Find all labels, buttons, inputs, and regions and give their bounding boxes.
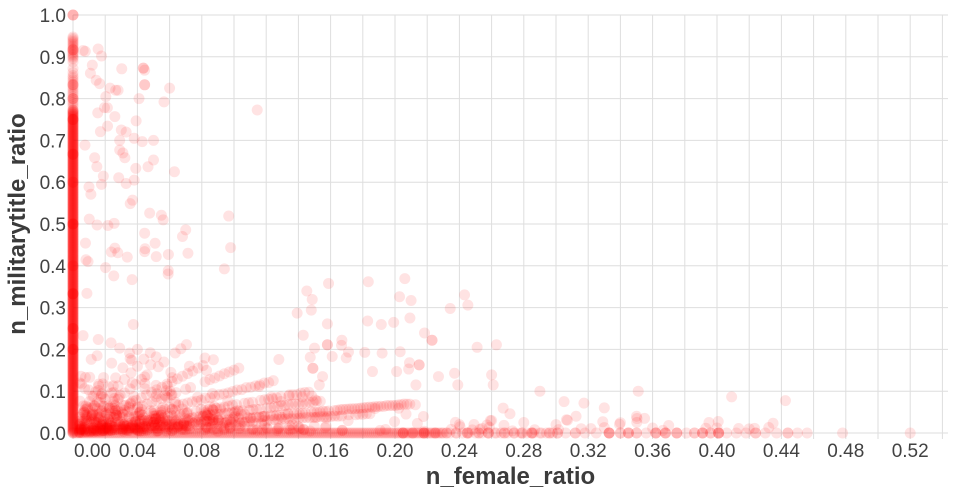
y-tick-label: 0.6 bbox=[40, 173, 66, 194]
x-tick-label: 0.00 bbox=[74, 441, 111, 462]
x-tick-label: 0.32 bbox=[570, 441, 607, 462]
x-tick-label: 0.12 bbox=[248, 441, 285, 462]
x-tick-label: 0.48 bbox=[827, 441, 864, 462]
y-tick-label: 0.9 bbox=[40, 48, 66, 69]
x-tick-label: 0.44 bbox=[763, 441, 800, 462]
x-axis-ticks bbox=[72, 433, 943, 439]
x-tick-label: 0.04 bbox=[119, 441, 156, 462]
x-tick-label: 0.24 bbox=[441, 441, 478, 462]
y-tick-label: 1.0 bbox=[40, 6, 66, 27]
y-tick-labels: 0.0 0.1 0.2 0.3 0.4 0.5 0.6 0.7 0.8 0.9 1.0 bbox=[40, 6, 67, 445]
x-tick-label: 0.20 bbox=[377, 441, 414, 462]
y-tick-label: 0.3 bbox=[40, 299, 66, 320]
x-tick-label: 0.36 bbox=[634, 441, 671, 462]
x-axis-title: n_female_ratio bbox=[425, 463, 596, 490]
x-tick-label: 0.40 bbox=[699, 441, 736, 462]
y-tick-label: 0.0 bbox=[40, 424, 66, 445]
y-tick-label: 0.8 bbox=[40, 90, 66, 111]
y-tick-label: 0.5 bbox=[40, 215, 66, 236]
x-tick-labels: 0.00 0.04 0.08 0.12 0.16 0.20 0.24 0.28 0.32 0.36… bbox=[74, 441, 929, 462]
x-tick-label: 0.28 bbox=[505, 441, 542, 462]
y-tick-label: 0.4 bbox=[40, 257, 67, 278]
y-tick-label: 0.7 bbox=[40, 131, 66, 152]
x-tick-label: 0.52 bbox=[892, 441, 929, 462]
x-tick-label: 0.08 bbox=[183, 441, 220, 462]
x-tick-label: 0.16 bbox=[312, 441, 349, 462]
y-axis-title: n_militarytitle_ratio bbox=[4, 113, 31, 335]
scatter-points bbox=[67, 9, 916, 439]
y-tick-label: 0.1 bbox=[40, 382, 66, 403]
gridlines bbox=[72, 14, 948, 434]
y-tick-label: 0.2 bbox=[40, 340, 66, 361]
